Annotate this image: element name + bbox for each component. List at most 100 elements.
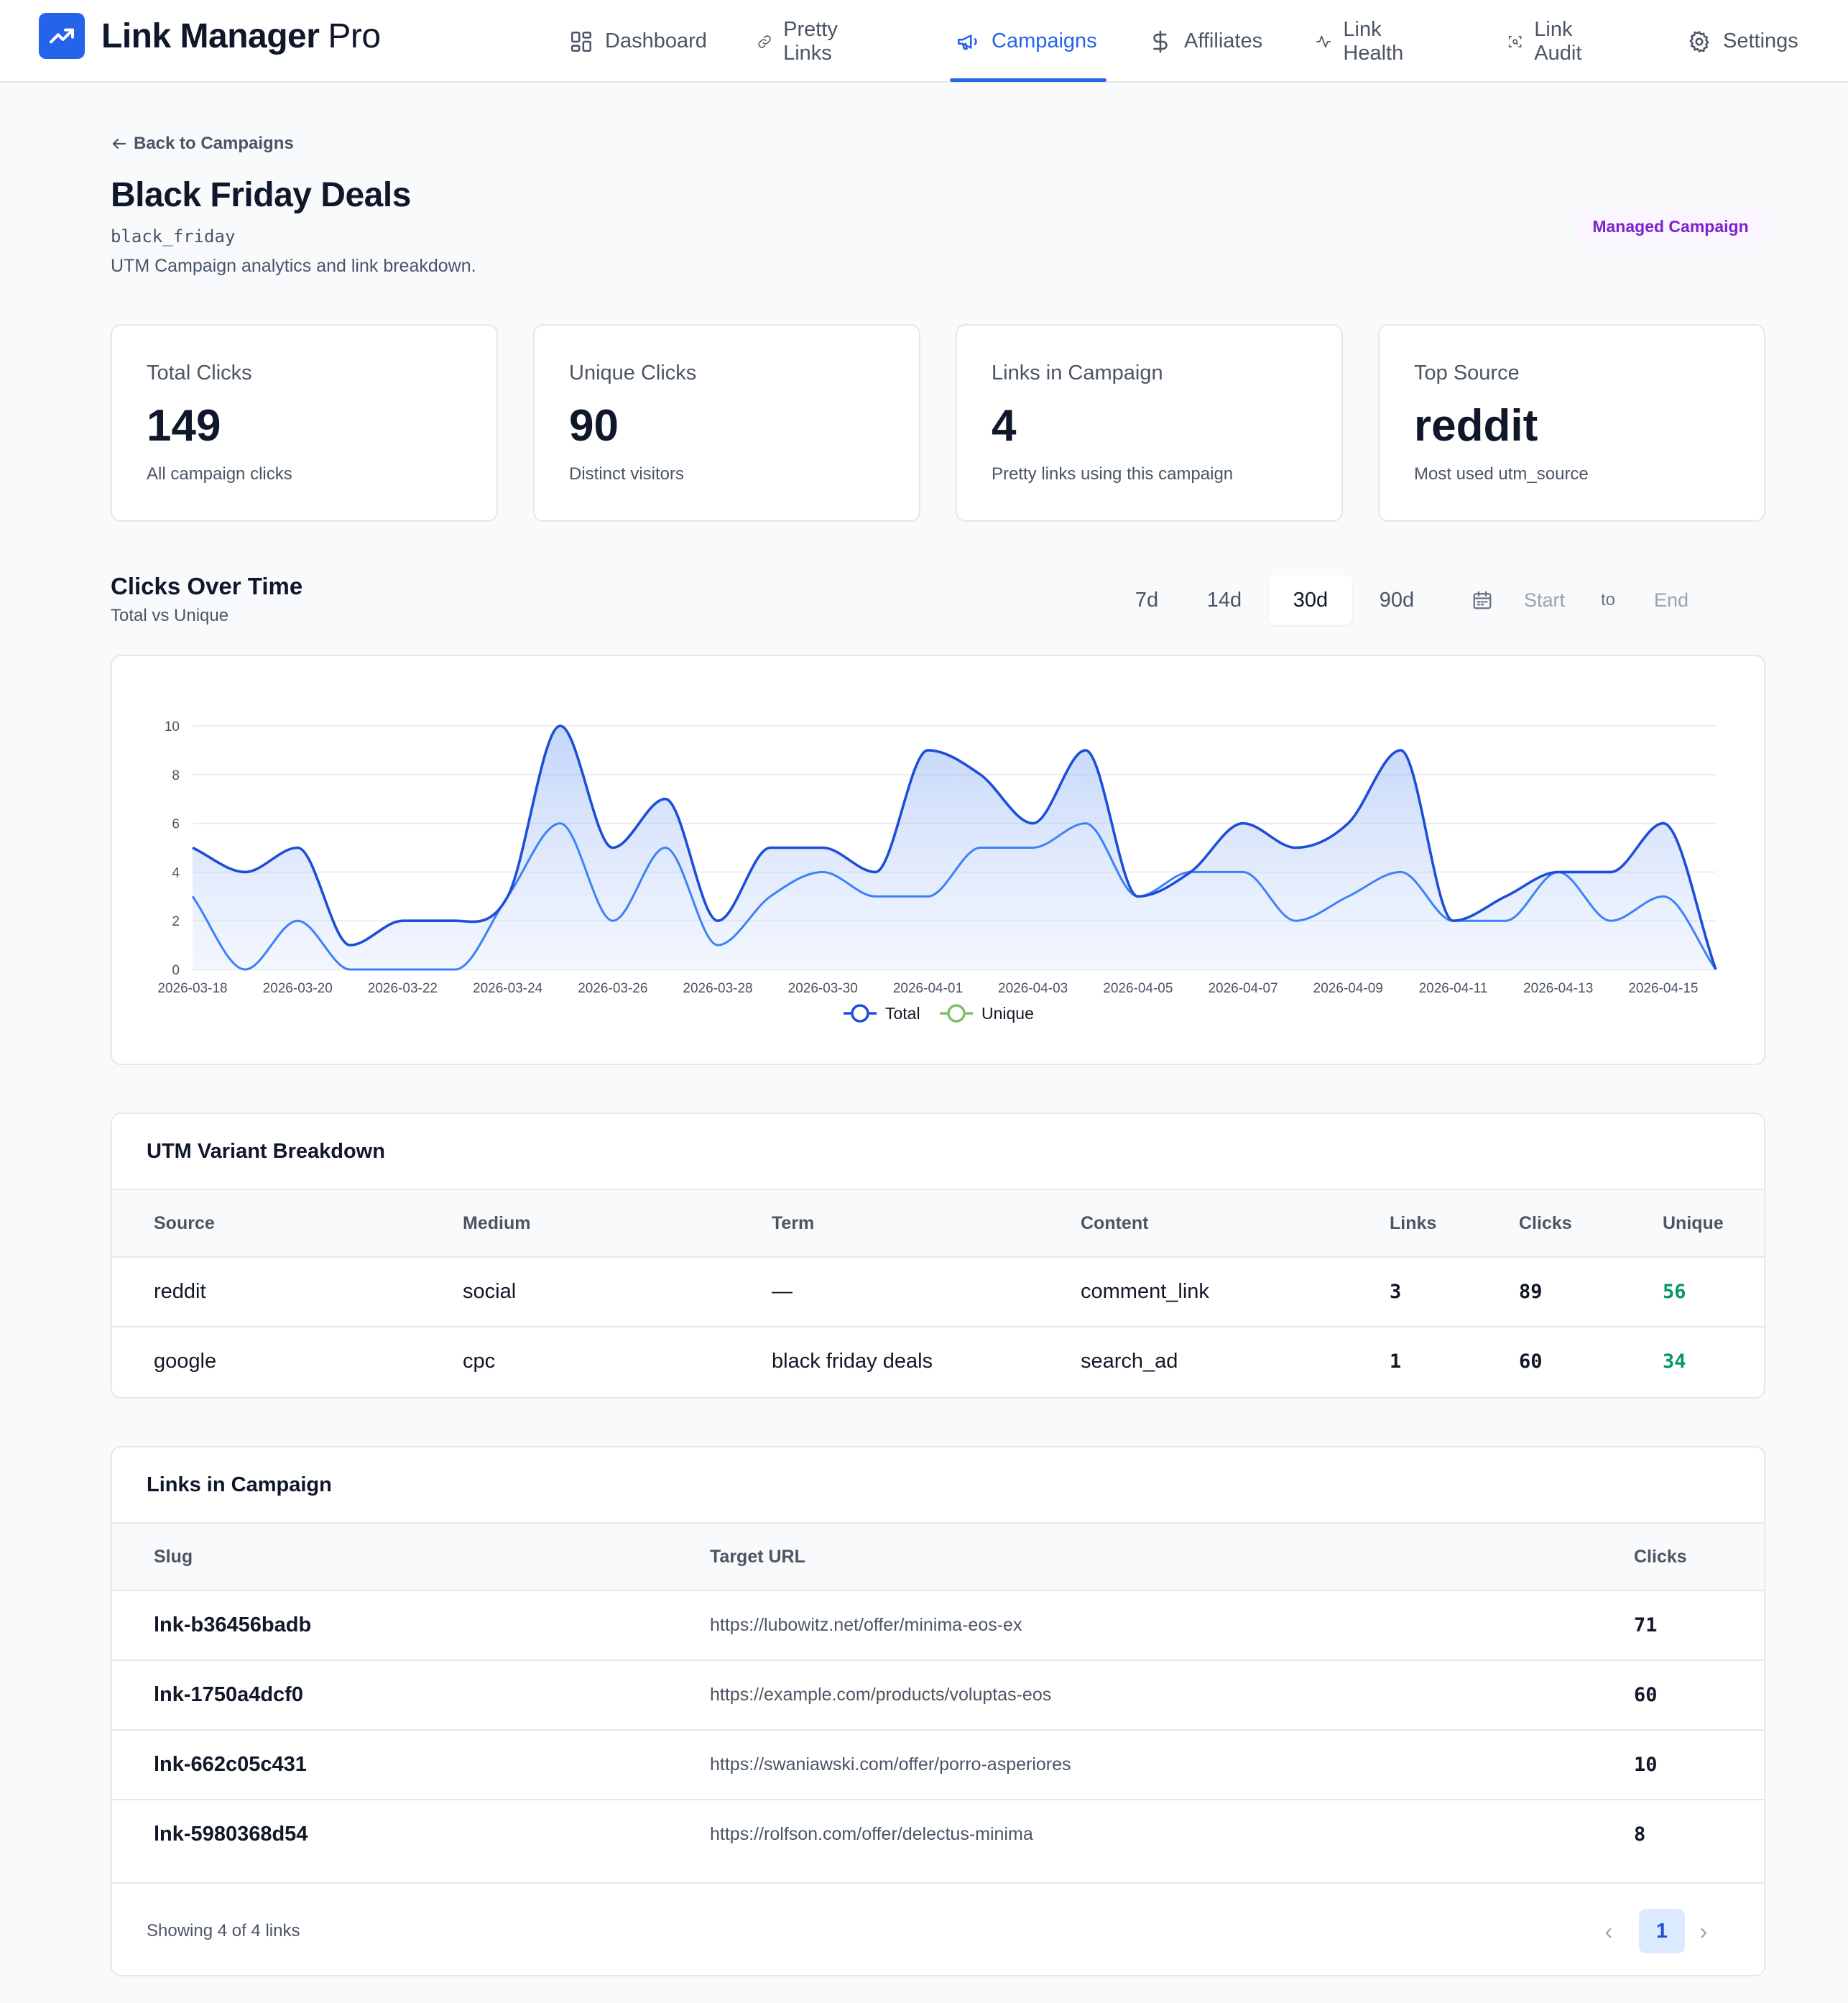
nav-item-link-audit[interactable]: Link Audit — [1507, 0, 1591, 83]
cell-slug[interactable]: lnk-662c05c431 — [154, 1753, 307, 1776]
legend-label: Unique — [981, 1004, 1034, 1023]
cell-links: 1 — [1390, 1350, 1402, 1373]
table-row[interactable]: lnk-5980368d54 https://rolfson.com/offer… — [112, 1800, 1764, 1870]
links-table-title: Links in Campaign — [147, 1473, 332, 1496]
series-total-area — [193, 726, 1716, 970]
x-tick-label: 2026-03-22 — [368, 981, 438, 996]
stat-label: Links in Campaign — [992, 362, 1163, 385]
nav-item-settings[interactable]: Settings — [1687, 0, 1798, 83]
activity-icon — [1316, 35, 1331, 47]
table-row[interactable]: lnk-b36456badb https://lubowitz.net/offe… — [112, 1591, 1764, 1661]
col-header-clicks[interactable]: Clicks — [1634, 1546, 1687, 1567]
date-end-input[interactable]: End — [1654, 589, 1689, 611]
clicks-over-time-chart-card: 0 2 4 6 8 10 2026-03-18 2026-03-20 2026-03-22 202… — [111, 655, 1765, 1065]
dollar-icon — [1153, 30, 1168, 52]
page-title: Black Friday Deals — [111, 176, 411, 214]
table-row[interactable]: google cpc black friday deals search_ad … — [112, 1327, 1764, 1397]
campaign-slug: black_friday — [111, 226, 236, 247]
nav-label: Pretty Links — [783, 17, 838, 65]
nav-label: Dashboard — [605, 29, 707, 52]
chart-section-title: Clicks Over Time — [111, 573, 303, 599]
nav-item-affiliates[interactable]: Affiliates — [1148, 0, 1262, 83]
x-tick-label: 2026-03-18 — [157, 981, 227, 996]
utm-table-header: Source Medium Term Content Links Clicks … — [112, 1189, 1764, 1258]
page-description: UTM Campaign analytics and link breakdow… — [111, 256, 476, 276]
managed-campaign-badge: Managed Campaign — [1576, 210, 1765, 243]
legend-label: Total — [885, 1004, 920, 1023]
top-navigation-bar: Link Manager Pro Dashboard Pretty Links … — [0, 0, 1848, 83]
cell-target-url[interactable]: https://rolfson.com/offer/delectus-minim… — [710, 1824, 1033, 1844]
pagination-bar: Showing 4 of 4 links ‹ 1 › — [112, 1882, 1764, 1975]
app-title[interactable]: Link Manager Pro — [101, 13, 381, 59]
nav-item-campaigns[interactable]: Campaigns — [956, 0, 1097, 83]
nav-item-link-health[interactable]: Link Health — [1316, 0, 1412, 83]
x-tick-label: 2026-04-03 — [998, 981, 1068, 996]
cell-slug[interactable]: lnk-1750a4dcf0 — [154, 1683, 303, 1706]
megaphone-icon — [957, 34, 977, 50]
utm-table-title: UTM Variant Breakdown — [147, 1139, 385, 1163]
cell-slug[interactable]: lnk-b36456badb — [154, 1613, 312, 1636]
x-tick-label: 2026-03-28 — [683, 981, 752, 996]
col-header-medium[interactable]: Medium — [463, 1212, 531, 1233]
range-14d-button[interactable]: 14d — [1206, 588, 1242, 612]
stat-subtext: All campaign clicks — [147, 464, 292, 484]
stat-subtext: Pretty links using this campaign — [992, 464, 1234, 484]
nav-label: Link Audit — [1534, 17, 1582, 65]
date-range-separator: to — [1601, 590, 1616, 609]
x-tick-label: 2026-04-09 — [1313, 981, 1383, 996]
x-tick-label: 2026-04-07 — [1208, 981, 1278, 996]
back-to-campaigns-link[interactable]: Back to Campaigns — [111, 132, 294, 156]
y-tick-label: 8 — [172, 768, 180, 783]
col-header-clicks[interactable]: Clicks — [1519, 1212, 1572, 1233]
active-tab-indicator — [950, 78, 1107, 82]
range-30d-button[interactable]: 30d — [1269, 575, 1352, 625]
series-total-line — [192, 724, 1717, 970]
arrow-left-icon — [112, 138, 126, 149]
x-tick-label: 2026-04-11 — [1419, 981, 1488, 996]
legend-marker — [851, 1004, 869, 1023]
col-header-content[interactable]: Content — [1081, 1212, 1149, 1233]
cell-target-url[interactable]: https://lubowitz.net/offer/minima-eos-ex — [710, 1615, 1022, 1635]
range-7d-button[interactable]: 7d — [1135, 588, 1159, 612]
table-row[interactable]: lnk-1750a4dcf0 https://example.com/produ… — [112, 1661, 1764, 1731]
stat-label: Top Source — [1414, 362, 1520, 385]
cell-source: google — [154, 1350, 217, 1373]
grid-icon — [570, 31, 592, 52]
col-header-unique[interactable]: Unique — [1663, 1212, 1724, 1233]
nav-item-dashboard[interactable]: Dashboard — [569, 0, 707, 83]
table-row[interactable]: reddit social — comment_link 3 89 56 — [112, 1258, 1764, 1327]
col-header-links[interactable]: Links — [1390, 1212, 1437, 1233]
link-icon — [758, 34, 771, 48]
cell-target-url[interactable]: https://example.com/products/voluptas-eo… — [710, 1685, 1052, 1705]
col-header-term[interactable]: Term — [772, 1212, 815, 1233]
pagination-page-1[interactable]: 1 — [1639, 1909, 1685, 1953]
col-header-slug[interactable]: Slug — [154, 1546, 193, 1567]
pagination-next-button[interactable]: › — [1699, 1917, 1708, 1944]
nav-item-pretty-links[interactable]: Pretty Links — [757, 0, 848, 83]
range-90d-button[interactable]: 90d — [1379, 588, 1415, 612]
col-header-target-url[interactable]: Target URL — [710, 1546, 805, 1567]
cell-source: reddit — [154, 1280, 206, 1303]
table-row[interactable]: lnk-662c05c431 https://swaniawski.com/of… — [112, 1731, 1764, 1800]
nav-label: Link Health — [1343, 17, 1404, 65]
stat-subtext: Distinct visitors — [569, 464, 685, 484]
stat-card-total-clicks: Total Clicks 149 All campaign clicks — [111, 324, 498, 522]
y-tick-label: 0 — [172, 963, 180, 978]
x-tick-label: 2026-04-05 — [1103, 981, 1173, 996]
cell-target-url[interactable]: https://swaniawski.com/offer/porro-asper… — [710, 1754, 1071, 1774]
pagination-prev-button[interactable]: ‹ — [1604, 1917, 1613, 1944]
chart-section-subtitle: Total vs Unique — [111, 606, 229, 625]
calendar-icon[interactable] — [1472, 589, 1493, 611]
trending-up-icon[interactable] — [39, 13, 85, 59]
cell-slug[interactable]: lnk-5980368d54 — [154, 1823, 308, 1846]
cell-term: black friday deals — [772, 1350, 933, 1373]
x-tick-label: 2026-03-30 — [788, 981, 858, 996]
cell-medium: social — [463, 1280, 517, 1303]
pagination-summary: Showing 4 of 4 links — [147, 1920, 300, 1940]
y-tick-label: 4 — [172, 865, 180, 880]
date-start-input[interactable]: Start — [1524, 589, 1566, 611]
col-header-source[interactable]: Source — [154, 1212, 215, 1233]
utm-variant-breakdown-card: UTM Variant Breakdown Source Medium Term… — [111, 1113, 1765, 1399]
y-tick-label: 10 — [165, 719, 180, 735]
stat-card-unique-clicks: Unique Clicks 90 Distinct visitors — [533, 324, 920, 522]
